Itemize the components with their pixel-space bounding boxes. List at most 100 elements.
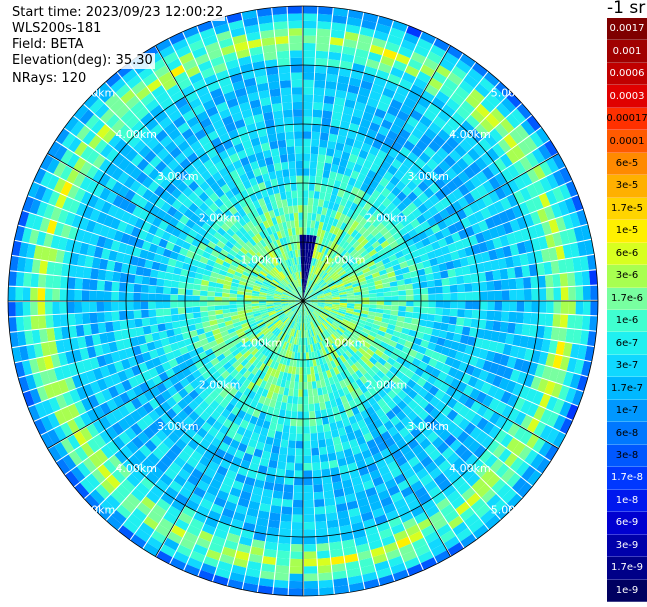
beta-bin bbox=[343, 280, 352, 285]
beta-bin bbox=[251, 305, 260, 310]
beta-bin bbox=[53, 145, 68, 161]
beta-bin bbox=[377, 265, 386, 272]
beta-bin bbox=[466, 255, 476, 266]
beta-bin bbox=[559, 314, 569, 328]
beta-bin bbox=[312, 469, 322, 478]
beta-bin bbox=[311, 124, 321, 133]
beta-bin bbox=[196, 427, 208, 439]
beta-bin bbox=[172, 321, 181, 329]
beta-bin bbox=[246, 31, 261, 42]
beta-bin bbox=[291, 522, 303, 530]
beta-bin bbox=[396, 379, 407, 390]
beta-bin bbox=[254, 314, 262, 320]
beta-bin bbox=[307, 307, 312, 314]
beta-bin bbox=[303, 301, 311, 303]
beta-bin bbox=[106, 331, 116, 343]
beta-bin bbox=[397, 479, 410, 492]
beta-bin bbox=[207, 510, 222, 522]
beta-bin bbox=[440, 270, 449, 279]
beta-bin bbox=[546, 287, 554, 301]
beta-bin bbox=[232, 34, 247, 45]
beta-bin bbox=[289, 320, 294, 328]
beta-bin bbox=[513, 175, 526, 190]
beta-bin bbox=[321, 348, 327, 356]
beta-bin bbox=[234, 473, 246, 484]
beta-bin bbox=[448, 276, 457, 285]
beta-bin bbox=[368, 249, 377, 257]
beta-bin bbox=[251, 209, 260, 218]
beta-bin bbox=[406, 379, 417, 389]
beta-bin bbox=[368, 331, 378, 338]
beta-bin bbox=[266, 526, 280, 536]
beta-bin bbox=[358, 347, 366, 356]
beta-bin bbox=[223, 316, 232, 322]
beta-bin bbox=[291, 336, 296, 345]
beta-bin bbox=[329, 171, 337, 180]
beta-bin bbox=[558, 328, 567, 342]
beta-bin bbox=[489, 362, 500, 375]
beta-bin bbox=[340, 395, 348, 405]
beta-bin bbox=[278, 386, 285, 395]
colorbar-cell: 1e-7 bbox=[607, 399, 647, 423]
beta-bin bbox=[471, 478, 486, 493]
beta-bin bbox=[68, 450, 83, 466]
beta-bin bbox=[278, 371, 284, 380]
beta-bin bbox=[273, 318, 281, 325]
beta-bin bbox=[380, 447, 392, 459]
beta-bin bbox=[225, 59, 240, 70]
beta-bin bbox=[273, 328, 280, 336]
beta-bin bbox=[208, 315, 217, 321]
beta-bin bbox=[114, 382, 126, 395]
beta-bin bbox=[171, 199, 183, 210]
beta-bin bbox=[110, 351, 121, 363]
beta-bin bbox=[517, 140, 532, 156]
beta-bin bbox=[328, 534, 342, 543]
beta-bin bbox=[319, 281, 326, 287]
beta-bin bbox=[393, 92, 406, 104]
beta-bin bbox=[488, 340, 498, 352]
beta-bin bbox=[348, 122, 360, 133]
beta-bin bbox=[189, 213, 200, 223]
beta-bin bbox=[298, 315, 301, 323]
beta-bin bbox=[464, 396, 476, 409]
beta-bin bbox=[291, 329, 296, 337]
beta-bin bbox=[402, 322, 412, 330]
beta-bin bbox=[295, 367, 300, 375]
beta-bin bbox=[345, 455, 356, 465]
beta-bin bbox=[459, 257, 469, 267]
beta-bin bbox=[239, 367, 248, 376]
beta-bin bbox=[349, 438, 359, 449]
beta-bin bbox=[303, 286, 305, 294]
beta-bin bbox=[315, 236, 320, 244]
beta-bin bbox=[457, 248, 467, 259]
beta-bin bbox=[343, 369, 352, 378]
beta-bin bbox=[224, 219, 234, 228]
beta-bin bbox=[151, 85, 166, 99]
beta-bin bbox=[57, 379, 69, 394]
beta-bin bbox=[89, 357, 100, 370]
beta-bin bbox=[392, 347, 402, 356]
beta-bin bbox=[509, 345, 520, 358]
beta-bin bbox=[366, 97, 379, 108]
beta-bin bbox=[170, 308, 179, 315]
beta-bin bbox=[82, 457, 97, 473]
beta-bin bbox=[143, 516, 159, 530]
beta-bin bbox=[36, 201, 48, 217]
beta-bin bbox=[421, 90, 435, 103]
beta-bin bbox=[282, 341, 288, 350]
beta-bin bbox=[286, 285, 293, 292]
beta-bin bbox=[237, 287, 246, 292]
beta-bin bbox=[287, 153, 296, 162]
beta-bin bbox=[403, 468, 416, 480]
beta-bin bbox=[552, 354, 563, 369]
beta-bin bbox=[299, 367, 303, 375]
beta-bin bbox=[135, 327, 145, 337]
beta-bin bbox=[326, 185, 334, 194]
beta-bin bbox=[401, 550, 417, 563]
beta-bin bbox=[560, 287, 569, 301]
beta-bin bbox=[305, 287, 309, 295]
beta-bin bbox=[497, 138, 512, 153]
beta-bin bbox=[435, 301, 444, 308]
beta-bin bbox=[146, 341, 156, 352]
beta-bin bbox=[562, 244, 573, 259]
